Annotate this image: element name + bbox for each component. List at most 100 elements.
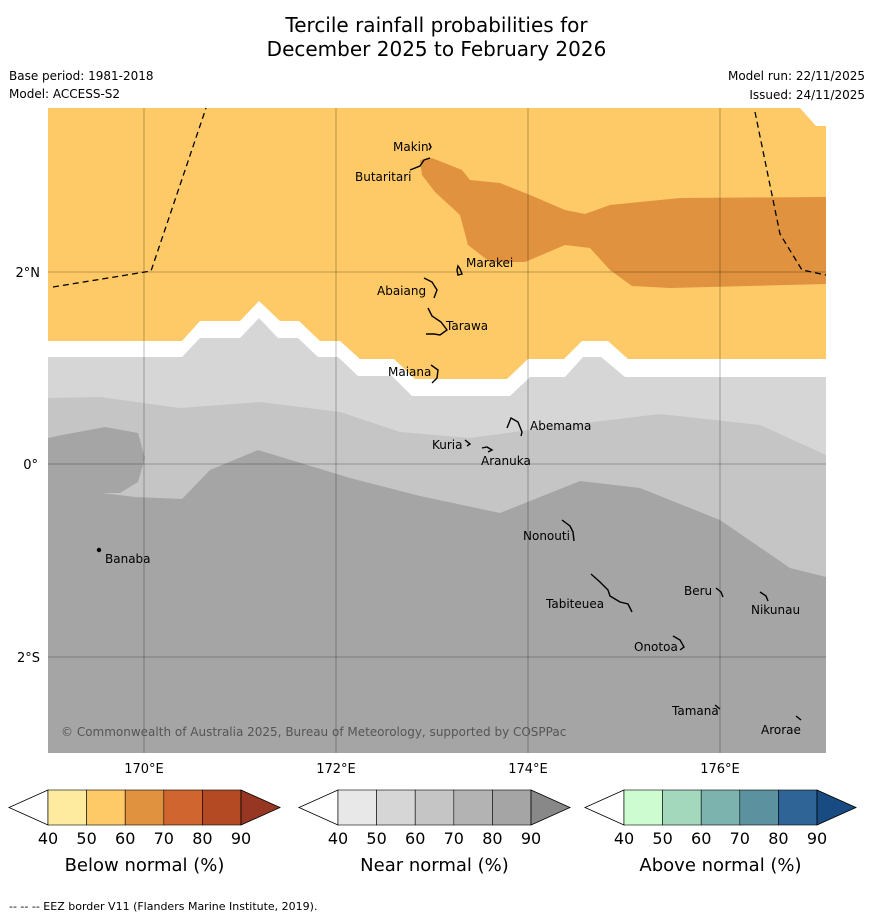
below-normal-legend: 40 50 60 70 80 90 Below normal (%) [8, 789, 281, 876]
above-normal-over-triangle [816, 789, 857, 826]
label-aranuka: Aranuka [481, 454, 531, 468]
label-makin: Makin [393, 140, 429, 154]
near-normal-tick-label: 80 [482, 829, 502, 848]
label-abemama: Abemama [530, 419, 591, 433]
island-beru-shape [715, 587, 724, 598]
above-normal-tick-label: 80 [768, 829, 788, 848]
lat-label-2s: 2°S [17, 651, 40, 666]
island-marakei-shape [456, 264, 463, 276]
label-arorae: Arorae [761, 723, 801, 737]
gridlines [48, 108, 826, 753]
island-arorae-shape [795, 715, 802, 721]
near-normal-bin [376, 789, 416, 826]
model-run: Model run: 22/11/2025 [727, 69, 865, 83]
below-normal-tick-label: 80 [192, 829, 212, 848]
below-normal-60-region [420, 158, 826, 288]
island-labels: Makin Butaritari Marakei Abaiang Tarawa … [105, 140, 801, 737]
island-tarawa-shape [426, 307, 448, 336]
above-normal-legend: 40 50 60 70 80 90 Above normal (%) [584, 789, 857, 876]
island-kuria-shape [464, 439, 472, 447]
above-normal-tick-label: 50 [652, 829, 672, 848]
eez-borders [52, 107, 827, 288]
near-normal-tick-label: 50 [366, 829, 386, 848]
below-normal-label: Below normal (%) [65, 855, 225, 876]
near-normal-bin [453, 789, 493, 826]
eez-border-east [754, 111, 827, 276]
label-butaritari: Butaritari [355, 170, 412, 184]
island-abemama-shape [506, 416, 523, 437]
below-normal-under-triangle [8, 789, 49, 826]
lon-label-174e: 174°E [508, 762, 548, 777]
island-makin-shape [428, 142, 432, 151]
near-normal-under-triangle [298, 789, 339, 826]
below-normal-bin [163, 789, 203, 826]
above-normal-tick-label: 60 [691, 829, 711, 848]
map-regions [48, 108, 826, 753]
latitude-labels: 2°N 0° 2°S [16, 266, 41, 666]
title-line-2: December 2025 to February 2026 [266, 37, 607, 61]
near-normal-bin [492, 789, 532, 826]
near-normal-70-region [48, 427, 826, 753]
near-normal-label: Near normal (%) [360, 855, 509, 876]
label-banaba: Banaba [105, 552, 151, 566]
below-normal-tick-label: 70 [154, 829, 174, 848]
above-normal-tick-label: 40 [614, 829, 634, 848]
label-tarawa: Tarawa [445, 319, 488, 333]
near-normal-bin [414, 789, 455, 826]
island-nikunau-shape [759, 591, 769, 602]
near-normal-over-triangle [530, 789, 571, 826]
label-nonouti: Nonouti [523, 529, 570, 543]
island-maiana-shape [430, 364, 439, 384]
below-normal-tick-label: 60 [115, 829, 135, 848]
above-normal-bin [778, 789, 818, 826]
below-normal-bin [202, 789, 242, 826]
lat-label-2n: 2°N [16, 266, 41, 281]
island-onotoa-shape [672, 635, 685, 651]
island-nonouti-shape [561, 519, 575, 542]
island-tabiteuea-shape [590, 573, 633, 613]
lon-label-176e: 176°E [700, 762, 740, 777]
longitude-labels: 170°E 172°E 174°E 176°E [124, 762, 740, 777]
lon-label-170e: 170°E [124, 762, 164, 777]
near-normal-legend: 40 50 60 70 80 90 Near normal (%) [298, 789, 571, 876]
below-normal-bin [47, 789, 87, 826]
colorbar-legends: 40 50 60 70 80 90 Below normal (%) 40 50 60 70 80 90… [8, 789, 857, 876]
island-aranuka-shape [481, 446, 494, 453]
label-beru: Beru [684, 584, 712, 598]
label-abaiang: Abaiang [377, 284, 426, 298]
eez-footnote: -- -- -- EEZ border V11 (Flanders Marine… [9, 900, 318, 913]
near-normal-tick-label: 60 [405, 829, 425, 848]
islands [96, 142, 802, 721]
below-normal-over-triangle [240, 789, 281, 826]
label-nikunau: Nikunau [751, 603, 800, 617]
lat-label-0: 0° [23, 458, 38, 473]
label-tabiteuea: Tabiteuea [545, 597, 604, 611]
below-normal-tick-label: 40 [38, 829, 58, 848]
above-normal-tick-label: 90 [807, 829, 827, 848]
title-line-1: Tercile rainfall probabilities for [285, 13, 588, 37]
below-normal-bin [86, 789, 126, 826]
above-normal-bin [739, 789, 779, 826]
near-normal-tick-label: 90 [521, 829, 541, 848]
label-marakei: Marakei [466, 256, 513, 270]
model-name: Model: ACCESS-S2 [9, 87, 121, 101]
above-normal-under-triangle [584, 789, 625, 826]
label-onotoa: Onotoa [634, 640, 678, 654]
above-normal-bin [623, 789, 663, 826]
island-tamana-shape [714, 704, 721, 710]
label-tamana: Tamana [671, 704, 719, 718]
label-kuria: Kuria [432, 438, 463, 452]
above-normal-label: Above normal (%) [639, 855, 801, 876]
above-normal-bin [662, 789, 702, 826]
lon-label-172e: 172°E [316, 762, 356, 777]
top-right-white-notch [800, 108, 826, 126]
below-normal-tick-label: 50 [76, 829, 96, 848]
below-normal-50-region [48, 108, 826, 379]
below-normal-tick-label: 90 [231, 829, 251, 848]
island-butaritari-shape [409, 157, 431, 171]
near-normal-bin [337, 789, 377, 826]
below-normal-bin [124, 789, 165, 826]
eez-border-west [52, 107, 207, 288]
copyright-notice: © Commonwealth of Australia 2025, Bureau… [61, 725, 566, 739]
